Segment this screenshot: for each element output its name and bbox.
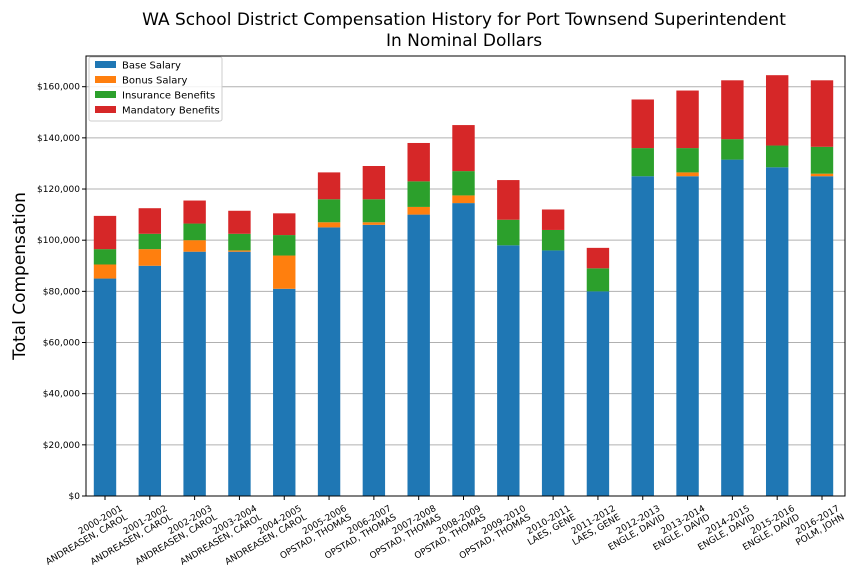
bar-segment-mandatory-benefits	[721, 80, 744, 140]
legend-label: Base Salary	[122, 61, 181, 72]
x-tick-label: 2016-2017POLM, JOHN	[790, 504, 847, 548]
bar-segment-base-salary	[93, 278, 117, 496]
bar-segment-mandatory-benefits	[631, 99, 654, 149]
bar-segment-base-salary	[676, 176, 699, 497]
bars-group	[93, 75, 834, 497]
bar-segment-insurance-benefits	[362, 199, 386, 223]
bar-segment-mandatory-benefits	[273, 213, 296, 236]
chart-title: WA School District Compensation History …	[142, 10, 786, 30]
bar-segment-insurance-benefits	[765, 145, 789, 168]
y-tick-label: $20,000	[43, 441, 80, 451]
x-axis-ticks: 2000-2001ANDREASEN, CAROL2001-2002ANDREA…	[39, 496, 847, 568]
bar-segment-base-salary	[183, 251, 206, 496]
bar-segment-base-salary	[541, 250, 565, 496]
bar-segment-insurance-benefits	[228, 233, 251, 251]
bar-segment-base-salary	[362, 224, 386, 496]
legend-swatch	[95, 106, 116, 113]
bar-segment-insurance-benefits	[93, 249, 117, 265]
bar-segment-insurance-benefits	[497, 219, 520, 246]
bar-segment-insurance-benefits	[452, 171, 475, 196]
y-axis-ticks: $0 $20,000 $40,000 $60,000 $80,000 $100,000 $1…	[37, 83, 86, 502]
y-tick-label: $0	[69, 492, 81, 502]
chart-subtitle: In Nominal Dollars	[386, 31, 542, 51]
bar-segment-base-salary	[138, 265, 162, 496]
y-axis-label: Total Compensation	[10, 192, 30, 361]
bar-segment-bonus-salary	[93, 264, 117, 279]
bar-segment-insurance-benefits	[138, 233, 162, 250]
y-tick-label: $120,000	[37, 185, 80, 195]
x-tick-label: 2000-2001ANDREASEN, CAROL	[39, 504, 129, 568]
bar-segment-base-salary	[497, 245, 520, 496]
bar-segment-bonus-salary	[317, 222, 341, 228]
bar-segment-base-salary	[407, 214, 430, 496]
legend: Base Salary Bonus Salary Insurance Benefit…	[88, 56, 223, 122]
bar-segment-bonus-salary	[273, 255, 296, 289]
bar-segment-insurance-benefits	[317, 199, 341, 223]
bar-segment-bonus-salary	[810, 173, 834, 177]
bar-segment-mandatory-benefits	[541, 209, 565, 230]
legend-label: Bonus Salary	[122, 76, 188, 87]
y-tick-label: $80,000	[43, 287, 80, 297]
bar-segment-mandatory-benefits	[586, 247, 610, 269]
bar-segment-base-salary	[810, 176, 834, 497]
bar-segment-mandatory-benefits	[497, 180, 520, 220]
bar-segment-mandatory-benefits	[810, 80, 834, 147]
bar-segment-base-salary	[765, 167, 789, 497]
bar-segment-base-salary	[317, 227, 341, 496]
bar-segment-mandatory-benefits	[317, 172, 341, 200]
bar-segment-bonus-salary	[138, 249, 162, 266]
bar-segment-bonus-salary	[362, 222, 386, 225]
x-tick-label-line: ANDREASEN, CAROL	[44, 513, 129, 568]
bar-segment-insurance-benefits	[810, 146, 834, 174]
bar-segment-insurance-benefits	[273, 235, 296, 256]
bar-segment-insurance-benefits	[183, 223, 206, 241]
y-tick-label: $100,000	[37, 236, 80, 246]
legend-label: Insurance Benefits	[122, 91, 215, 102]
bar-segment-base-salary	[586, 291, 610, 496]
bar-segment-insurance-benefits	[541, 229, 565, 251]
bar-segment-base-salary	[273, 288, 296, 496]
bar-segment-insurance-benefits	[407, 181, 430, 207]
legend-box	[88, 56, 223, 122]
bar-segment-base-salary	[228, 251, 251, 496]
y-tick-label: $40,000	[43, 390, 80, 400]
bar-segment-mandatory-benefits	[228, 210, 251, 234]
bar-segment-base-salary	[631, 176, 654, 497]
legend-label: Mandatory Benefits	[122, 106, 220, 117]
bar-segment-insurance-benefits	[676, 148, 699, 173]
y-tick-label: $160,000	[37, 83, 80, 93]
bar-segment-base-salary	[452, 203, 475, 496]
y-tick-label: $140,000	[37, 134, 80, 144]
bar-segment-mandatory-benefits	[183, 200, 206, 224]
bar-segment-mandatory-benefits	[765, 75, 789, 146]
plot-frame	[85, 55, 846, 497]
legend-swatch	[95, 76, 116, 83]
legend-swatch	[95, 61, 116, 68]
bar-segment-insurance-benefits	[721, 139, 744, 160]
bar-segment-base-salary	[721, 159, 744, 496]
bar-segment-insurance-benefits	[586, 268, 610, 292]
bar-segment-bonus-salary	[407, 206, 430, 215]
bar-segment-bonus-salary	[676, 172, 699, 177]
bar-segment-bonus-salary	[228, 250, 251, 252]
x-tick-label: 2010-2011LAES, GENE	[521, 504, 578, 548]
bar-segment-mandatory-benefits	[676, 90, 699, 149]
bar-segment-bonus-salary	[452, 195, 475, 204]
bar-segment-mandatory-benefits	[407, 142, 430, 182]
bar-segment-mandatory-benefits	[138, 208, 162, 234]
bar-segment-mandatory-benefits	[93, 215, 117, 250]
legend-swatch	[95, 91, 116, 98]
y-tick-label: $60,000	[43, 339, 80, 349]
bar-segment-insurance-benefits	[631, 148, 654, 177]
bar-segment-mandatory-benefits	[362, 166, 386, 200]
bar-segment-mandatory-benefits	[452, 125, 475, 172]
bar-segment-bonus-salary	[183, 240, 206, 252]
